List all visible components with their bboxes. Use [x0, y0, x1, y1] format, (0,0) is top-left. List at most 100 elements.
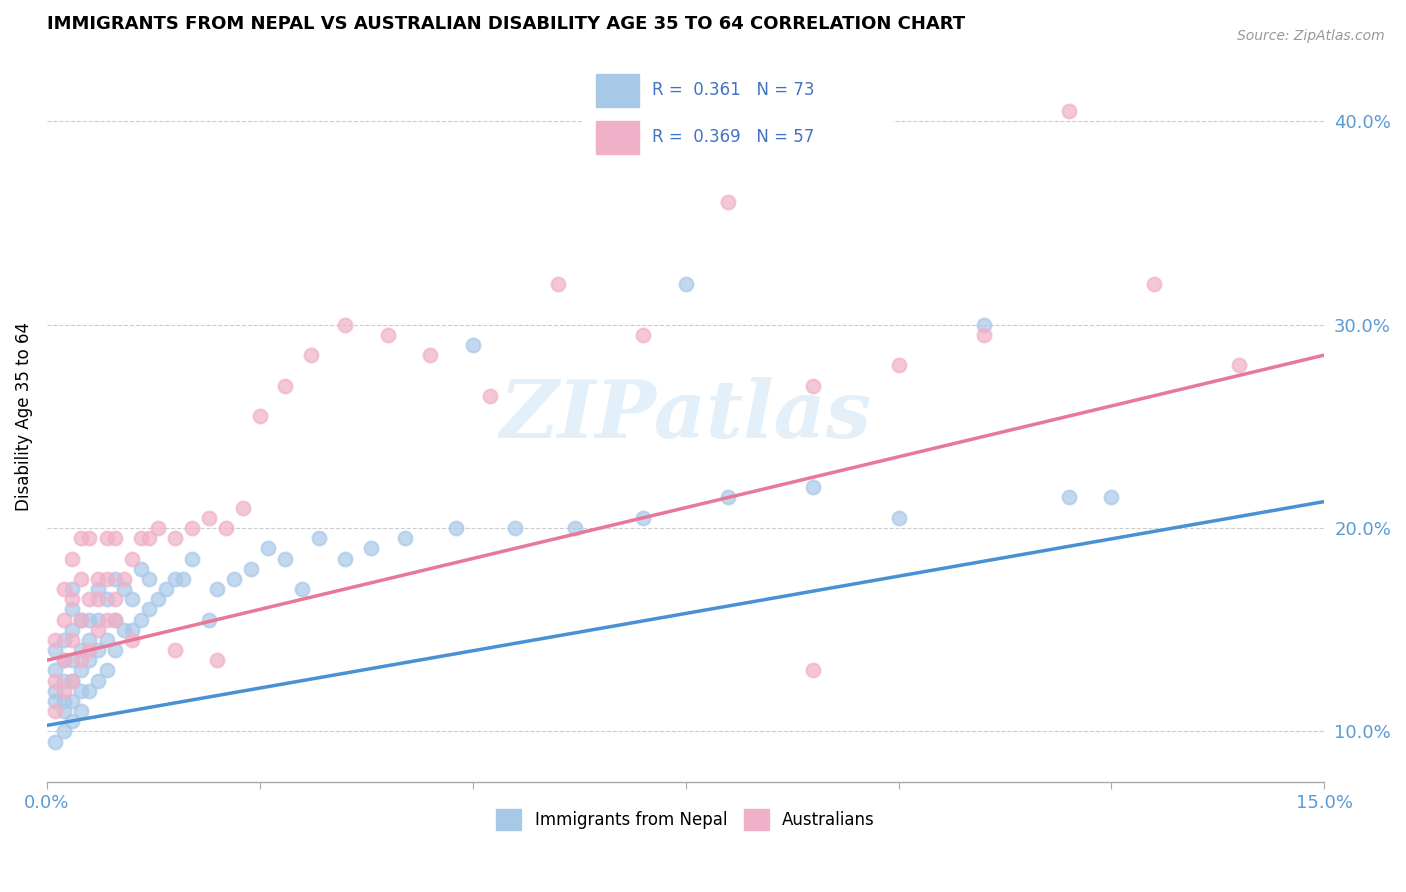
- Point: [155, 582, 177, 596]
- Legend: Immigrants from Nepal, Australians: Immigrants from Nepal, Australians: [489, 803, 882, 837]
- Point: [887, 511, 910, 525]
- Point: [70, 643, 93, 657]
- Point: [52, 613, 75, 627]
- Point: [96, 632, 118, 647]
- Point: [333, 551, 356, 566]
- Point: [104, 613, 127, 627]
- Point: [44, 664, 66, 678]
- Point: [44, 683, 66, 698]
- Point: [104, 613, 127, 627]
- Point: [444, 521, 467, 535]
- Point: [163, 572, 186, 586]
- Point: [104, 531, 127, 545]
- Point: [44, 694, 66, 708]
- Point: [87, 673, 110, 688]
- Point: [52, 632, 75, 647]
- Point: [129, 613, 152, 627]
- Point: [461, 338, 484, 352]
- Point: [52, 673, 75, 688]
- Point: [121, 592, 143, 607]
- Point: [87, 592, 110, 607]
- Point: [377, 327, 399, 342]
- Point: [129, 531, 152, 545]
- Point: [505, 521, 527, 535]
- Point: [197, 613, 219, 627]
- Point: [232, 500, 254, 515]
- Point: [146, 521, 169, 535]
- Point: [419, 348, 441, 362]
- Point: [79, 592, 101, 607]
- Point: [70, 653, 93, 667]
- Point: [112, 572, 135, 586]
- Point: [70, 613, 93, 627]
- Point: [62, 673, 84, 688]
- Point: [87, 572, 110, 586]
- Point: [104, 572, 127, 586]
- Point: [1227, 358, 1250, 372]
- Point: [79, 653, 101, 667]
- Point: [62, 653, 84, 667]
- Point: [973, 327, 995, 342]
- Point: [44, 734, 66, 748]
- Bar: [596, 74, 640, 106]
- Point: [79, 613, 101, 627]
- Point: [717, 195, 740, 210]
- FancyBboxPatch shape: [578, 61, 898, 167]
- Text: R =  0.369   N = 57: R = 0.369 N = 57: [651, 128, 814, 146]
- Point: [79, 531, 101, 545]
- Point: [70, 664, 93, 678]
- Point: [62, 623, 84, 637]
- Point: [52, 683, 75, 698]
- Point: [299, 348, 322, 362]
- Point: [62, 592, 84, 607]
- Point: [96, 613, 118, 627]
- Text: R =  0.361   N = 73: R = 0.361 N = 73: [651, 81, 814, 99]
- Point: [121, 632, 143, 647]
- Point: [257, 541, 280, 556]
- Point: [52, 653, 75, 667]
- Point: [79, 683, 101, 698]
- Point: [62, 582, 84, 596]
- Point: [62, 694, 84, 708]
- Text: ZIPatlas: ZIPatlas: [499, 377, 872, 455]
- Point: [104, 643, 127, 657]
- Point: [96, 531, 118, 545]
- Point: [163, 643, 186, 657]
- Point: [717, 491, 740, 505]
- Point: [224, 572, 246, 586]
- Text: IMMIGRANTS FROM NEPAL VS AUSTRALIAN DISABILITY AGE 35 TO 64 CORRELATION CHART: IMMIGRANTS FROM NEPAL VS AUSTRALIAN DISA…: [46, 15, 965, 33]
- Point: [394, 531, 416, 545]
- Point: [87, 623, 110, 637]
- Point: [96, 572, 118, 586]
- Point: [44, 704, 66, 718]
- Point: [96, 592, 118, 607]
- Point: [138, 572, 160, 586]
- Point: [79, 632, 101, 647]
- Point: [52, 704, 75, 718]
- Y-axis label: Disability Age 35 to 64: Disability Age 35 to 64: [15, 322, 32, 510]
- Point: [360, 541, 382, 556]
- Point: [163, 531, 186, 545]
- Point: [112, 582, 135, 596]
- Bar: [596, 121, 640, 153]
- Point: [87, 643, 110, 657]
- Point: [79, 643, 101, 657]
- Point: [129, 562, 152, 576]
- Point: [62, 673, 84, 688]
- Point: [274, 551, 297, 566]
- Point: [291, 582, 314, 596]
- Point: [70, 531, 93, 545]
- Point: [478, 389, 501, 403]
- Point: [62, 632, 84, 647]
- Point: [172, 572, 194, 586]
- Point: [240, 562, 263, 576]
- Point: [803, 378, 825, 392]
- Point: [205, 653, 228, 667]
- Point: [87, 582, 110, 596]
- Point: [1057, 103, 1080, 118]
- Point: [180, 551, 202, 566]
- Point: [249, 409, 271, 423]
- Point: [52, 694, 75, 708]
- Point: [803, 480, 825, 494]
- Point: [564, 521, 586, 535]
